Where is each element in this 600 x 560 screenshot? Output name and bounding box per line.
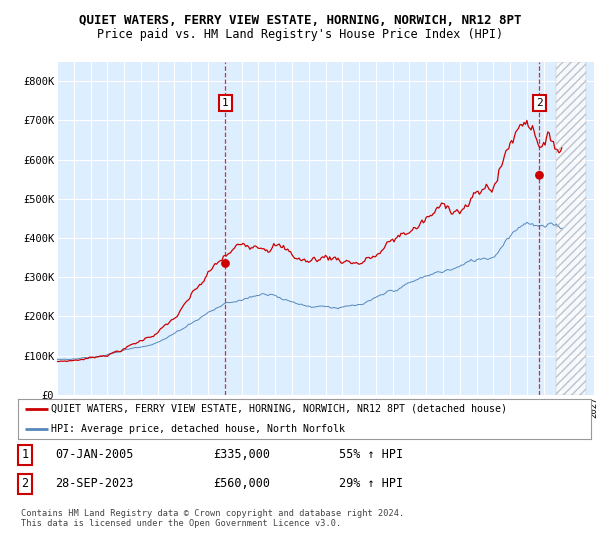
- Text: 07-JAN-2005: 07-JAN-2005: [55, 448, 134, 461]
- Text: £335,000: £335,000: [213, 448, 270, 461]
- Text: 55% ↑ HPI: 55% ↑ HPI: [339, 448, 403, 461]
- Text: 2: 2: [536, 98, 543, 108]
- Text: 1: 1: [22, 448, 28, 461]
- Text: Price paid vs. HM Land Registry's House Price Index (HPI): Price paid vs. HM Land Registry's House …: [97, 28, 503, 41]
- Text: 1: 1: [222, 98, 229, 108]
- Text: QUIET WATERS, FERRY VIEW ESTATE, HORNING, NORWICH, NR12 8PT: QUIET WATERS, FERRY VIEW ESTATE, HORNING…: [79, 14, 521, 27]
- Text: 2: 2: [22, 477, 28, 490]
- Text: 28-SEP-2023: 28-SEP-2023: [55, 477, 134, 490]
- Text: 29% ↑ HPI: 29% ↑ HPI: [339, 477, 403, 490]
- Text: Contains HM Land Registry data © Crown copyright and database right 2024.
This d: Contains HM Land Registry data © Crown c…: [21, 509, 404, 529]
- Bar: [556, 62, 586, 395]
- Point: [221, 259, 230, 268]
- Text: £560,000: £560,000: [213, 477, 270, 490]
- Text: HPI: Average price, detached house, North Norfolk: HPI: Average price, detached house, Nort…: [51, 424, 345, 434]
- Text: QUIET WATERS, FERRY VIEW ESTATE, HORNING, NORWICH, NR12 8PT (detached house): QUIET WATERS, FERRY VIEW ESTATE, HORNING…: [51, 404, 507, 414]
- Point: [535, 171, 544, 180]
